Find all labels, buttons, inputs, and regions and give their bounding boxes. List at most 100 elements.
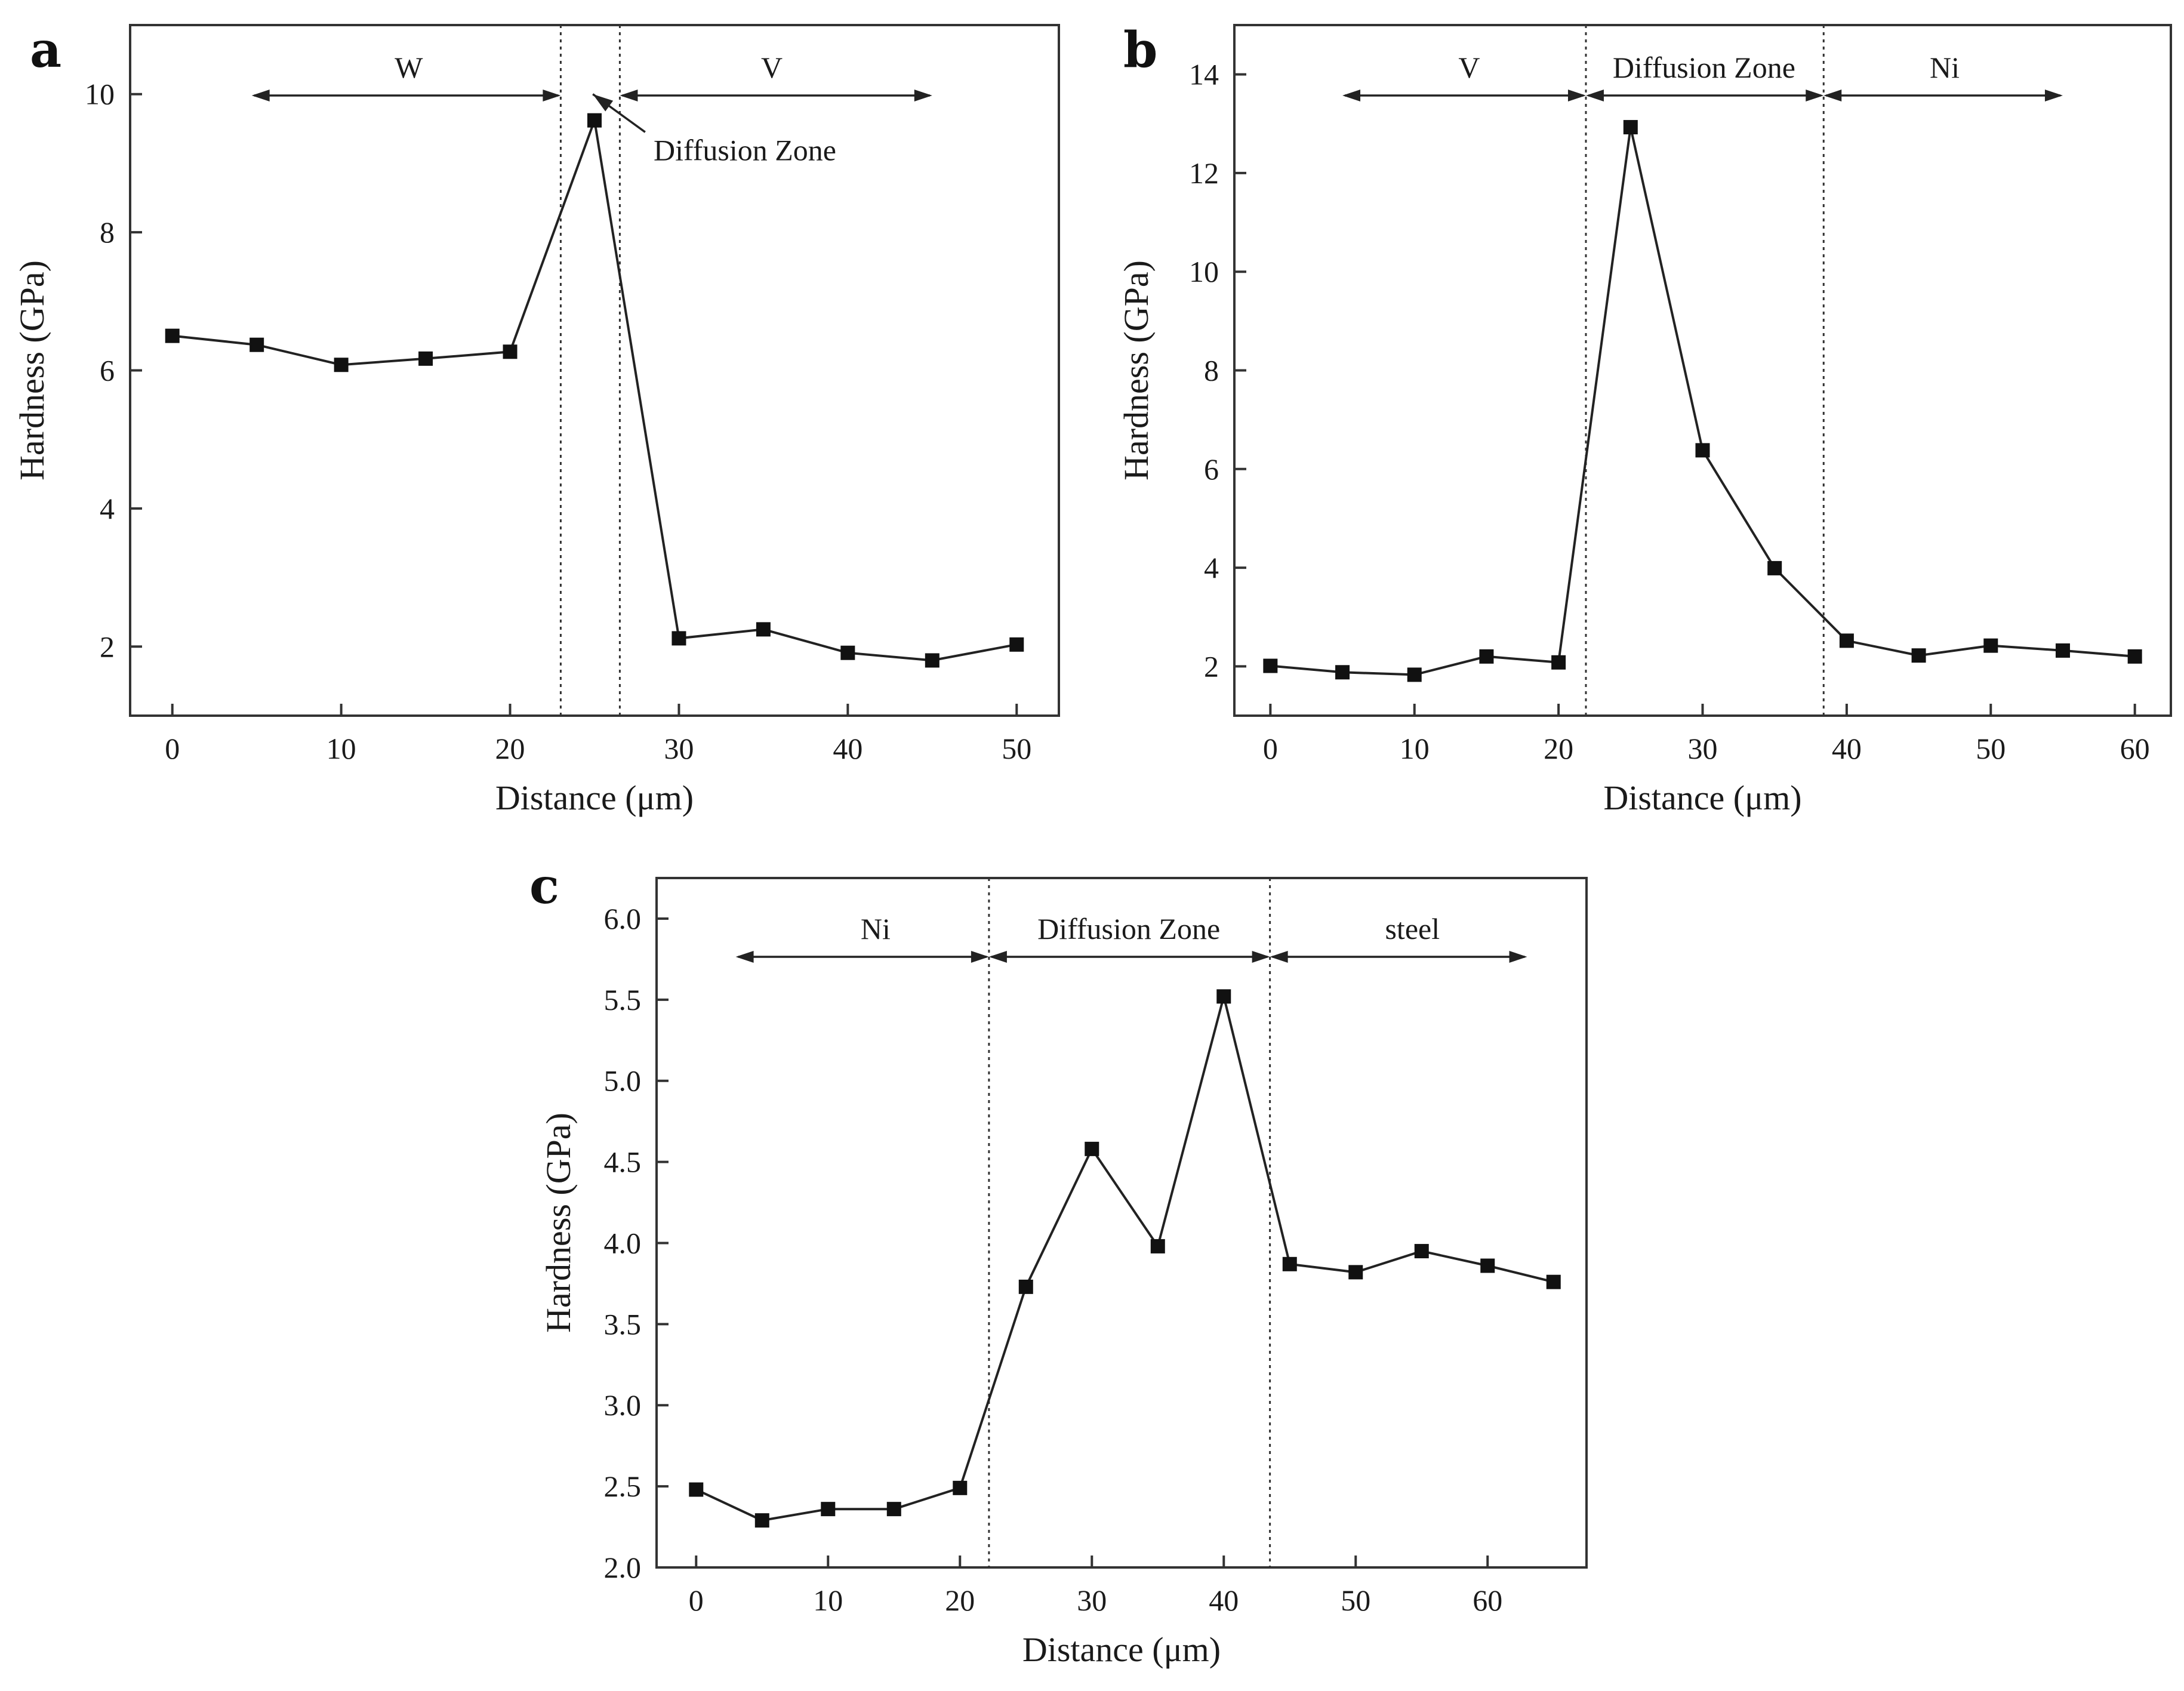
arrowhead-left-icon [620,90,638,101]
hardness-series-line [695,996,1554,1522]
region-label: Diffusion Zone [1037,912,1220,945]
y-tick-label: 3.0 [604,1388,642,1422]
y-tick-label: 8 [100,215,115,249]
y-tick-label: 3.5 [604,1307,642,1341]
region-label: steel [1385,912,1440,945]
data-point-marker [1414,1244,1429,1259]
x-tick-label: 10 [813,1584,843,1617]
y-tick-label: 4.0 [604,1226,642,1259]
y-tick-label: 4.5 [604,1145,642,1179]
data-point-marker [1335,665,1350,680]
x-tick-label: 20 [1544,732,1573,765]
panel-letter: b [1123,21,1157,79]
x-tick-label: 50 [1341,1584,1370,1617]
arrowhead-right-icon [1567,90,1586,101]
data-point-marker [1911,648,1926,663]
data-point-marker [587,113,602,128]
y-tick-label: 5.0 [604,1064,642,1098]
x-tick-label: 30 [664,732,694,765]
arrowhead-right-icon [543,90,561,101]
x-axis-label: Distance (μm) [495,778,694,817]
data-point-marker [418,351,433,366]
plot-frame [1233,24,2172,717]
panel-b: b 0 10 20 30 40 50 60 2 4 6 8 10 12 14 Distance (μm) Har… [1117,21,2172,817]
x-tick-label: 40 [833,732,862,765]
data-point-marker [1085,1141,1099,1156]
region-label: Diffusion Zone [1613,51,1795,84]
data-point-marker [1018,1279,1033,1294]
annotation-arrowhead-icon [593,94,614,112]
arrowhead-left-icon [1585,90,1604,101]
plot-frame [129,24,1060,717]
data-point-marker [925,653,939,668]
data-point-marker [1983,638,1998,653]
data-point-marker [1551,655,1566,670]
x-tick-label: 10 [326,732,356,765]
data-point-marker [1767,560,1782,575]
region-label: Ni [1930,51,1960,84]
x-tick-label: 20 [945,1584,975,1617]
plot-frame [655,877,1588,1569]
y-tick-label: 2.5 [604,1470,642,1503]
x-tick-label: 0 [165,732,180,765]
arrowhead-left-icon [1342,90,1361,101]
data-point-marker [1009,637,1024,652]
data-point-marker [821,1502,836,1517]
arrowhead-left-icon [735,951,754,963]
panel-c: c 0 10 20 30 40 50 60 2.0 2.5 3.0 3.5 4.0 4.5 5.0 5.5 6.… [529,858,1588,1669]
data-point-marker [754,1513,769,1528]
x-tick-label: 0 [689,1584,704,1617]
data-point-marker [1216,989,1231,1004]
data-point-marker [1479,649,1494,664]
arrowhead-left-icon [1270,951,1288,963]
x-tick-label: 50 [1002,732,1031,765]
region-label: W [395,51,423,84]
data-point-marker [689,1482,704,1497]
x-tick-label: 40 [1209,1584,1239,1617]
y-tick-label: 12 [1189,156,1219,190]
y-tick-label: 2.0 [604,1551,642,1584]
region-label: V [761,51,783,84]
region-label: Ni [861,912,891,945]
data-point-marker [1282,1256,1297,1271]
data-point-marker [1348,1265,1363,1280]
data-point-marker [756,622,771,637]
y-tick-label: 10 [85,78,115,111]
y-axis-label: Hardness (GPa) [539,1113,578,1333]
data-point-marker [1150,1239,1165,1253]
data-point-marker [1695,443,1710,458]
y-tick-label: 10 [1189,255,1219,288]
y-tick-label: 2 [1204,649,1219,683]
y-axis-label: Hardness (GPa) [1117,260,1156,480]
y-tick-label: 2 [100,630,115,663]
data-point-marker [1263,658,1278,673]
y-tick-label: 4 [100,492,115,525]
hardness-series-line [172,115,1017,662]
data-point-marker [249,337,264,352]
y-tick-label: 5.5 [604,983,642,1017]
arrowhead-right-icon [1509,951,1527,963]
data-point-marker [503,344,517,359]
x-axis-label: Distance (μm) [1022,1630,1221,1669]
x-tick-label: 30 [1077,1584,1107,1617]
x-tick-label: 0 [1263,732,1278,765]
hardness-series-line [1270,127,2135,676]
y-tick-label: 4 [1204,551,1219,584]
y-tick-label: 6 [100,354,115,387]
x-tick-label: 20 [495,732,525,765]
arrowhead-right-icon [1806,90,1824,101]
x-tick-label: 60 [1473,1584,1502,1617]
annotation-label: Diffusion Zone [654,133,836,167]
data-point-marker [840,645,855,660]
panel-letter: a [30,21,61,79]
y-axis-label: Hardness (GPa) [13,260,51,480]
y-tick-label: 6 [1204,452,1219,486]
y-tick-label: 6.0 [604,902,642,935]
y-tick-label: 14 [1189,58,1219,91]
arrowhead-right-icon [1252,951,1270,963]
data-point-marker [165,328,180,343]
x-tick-label: 10 [1400,732,1430,765]
region-label: V [1458,51,1480,84]
x-tick-label: 60 [2120,732,2150,765]
